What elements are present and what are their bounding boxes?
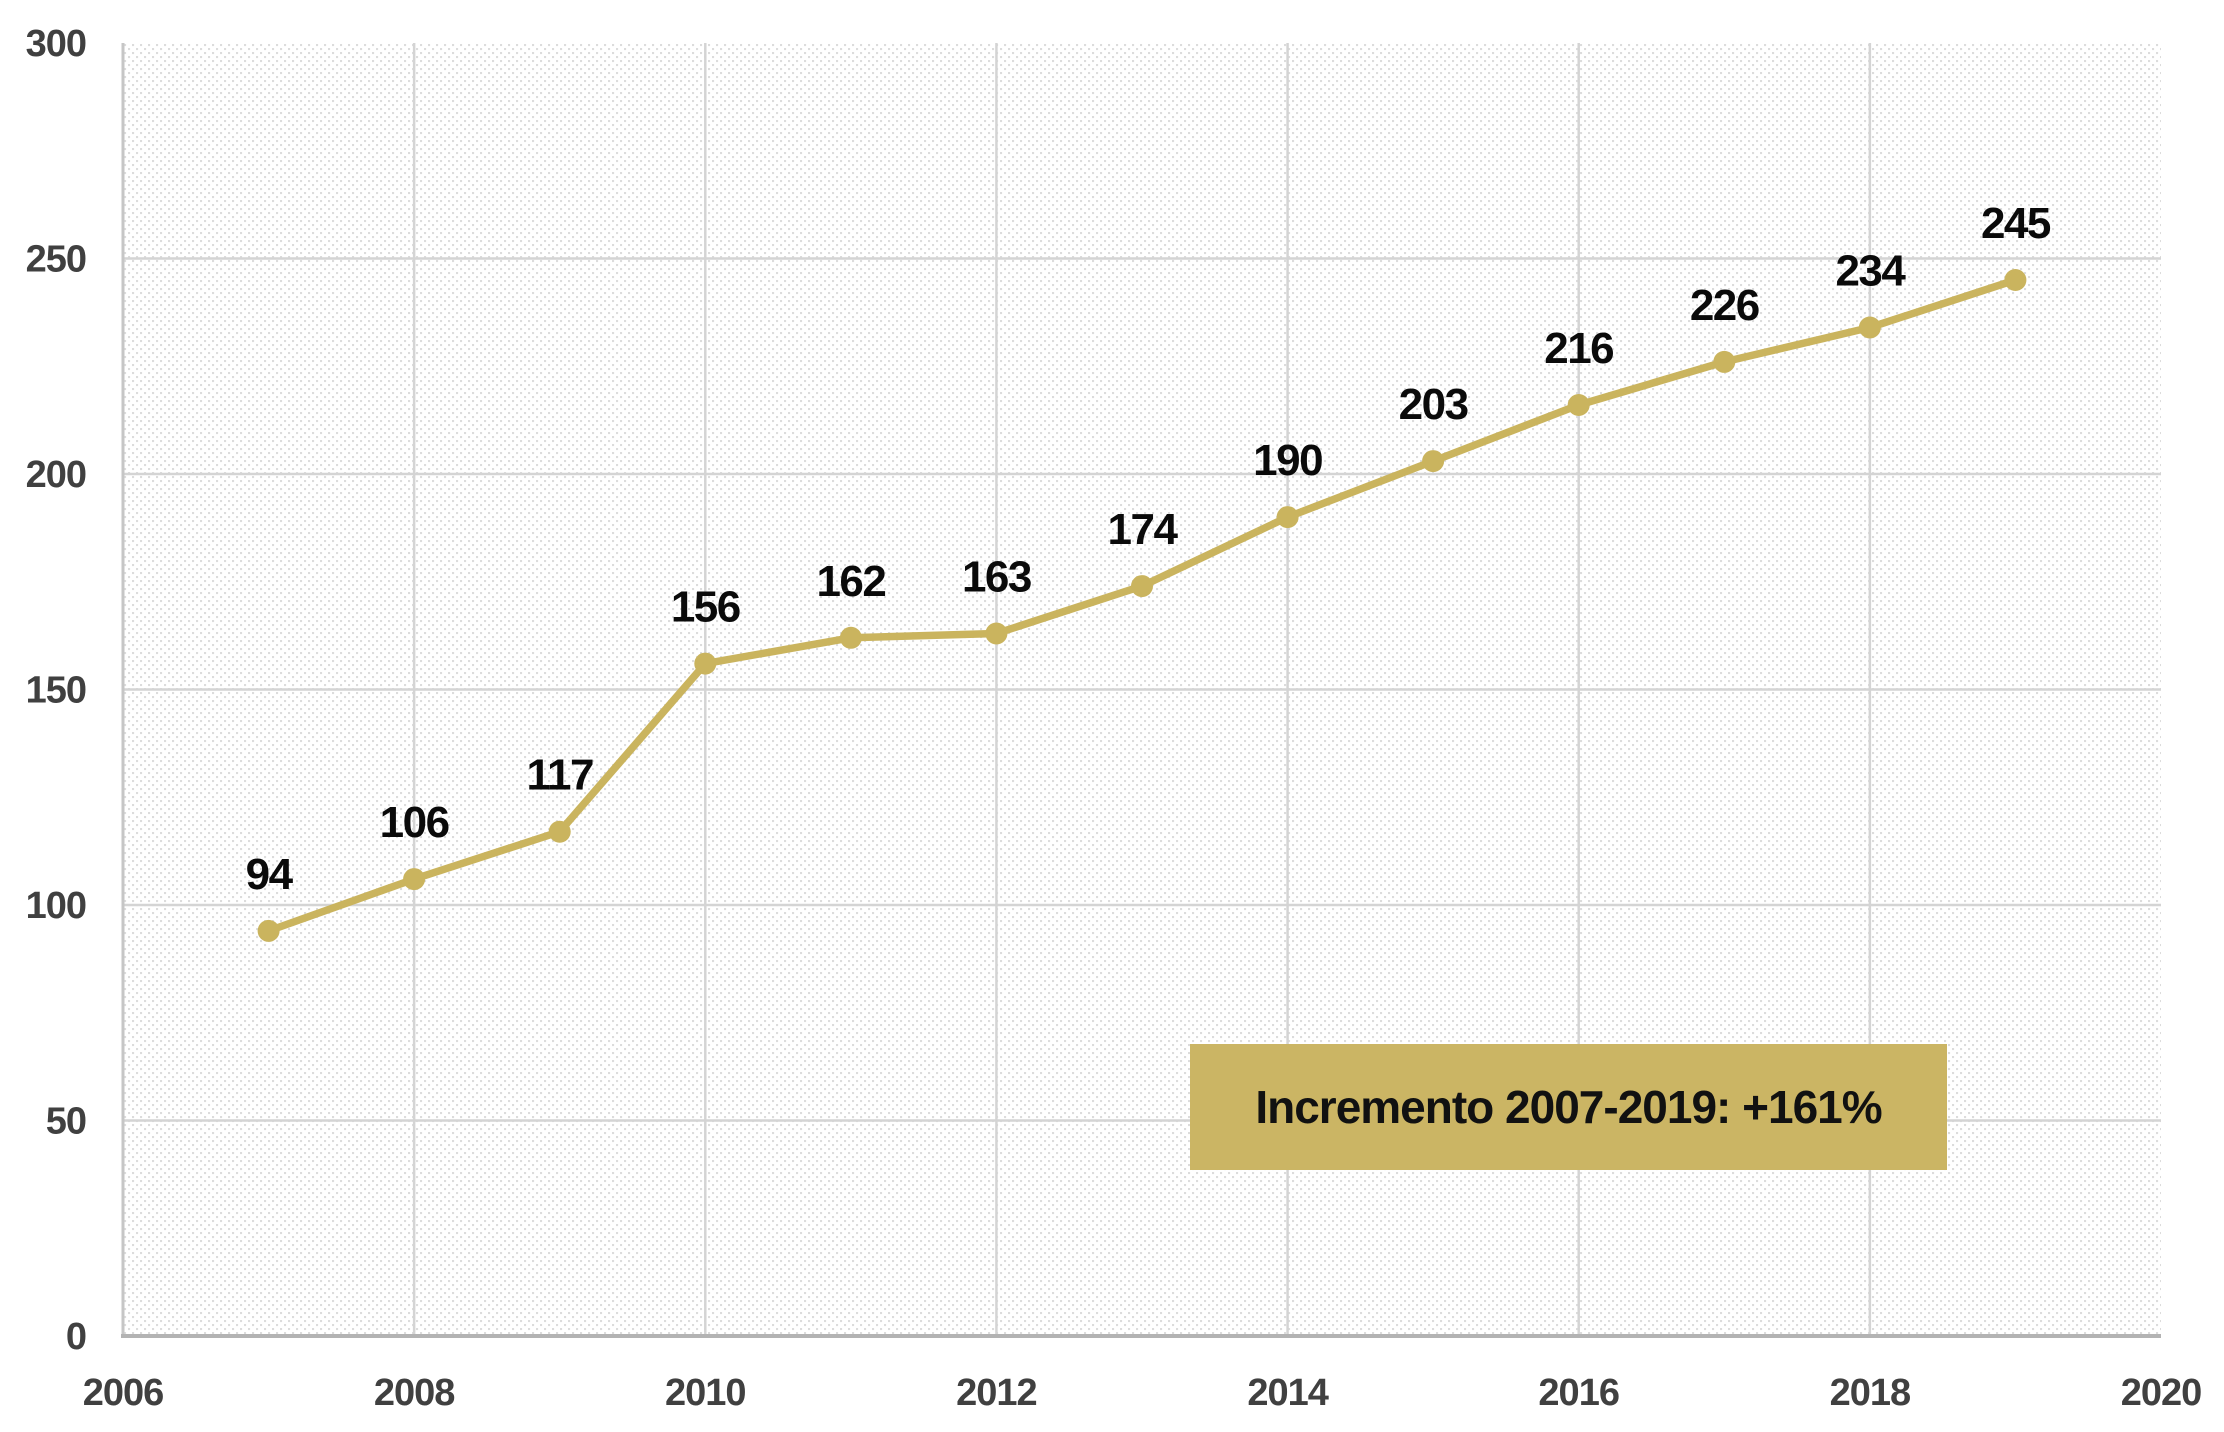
x-tick-label: 2006 bbox=[83, 1372, 164, 1414]
data-point-marker bbox=[1713, 350, 1736, 373]
data-point-label: 162 bbox=[816, 557, 885, 606]
data-point-marker bbox=[1858, 316, 1881, 339]
x-tick-label: 2020 bbox=[2121, 1372, 2202, 1414]
x-tick-label: 2016 bbox=[1538, 1372, 1619, 1414]
data-point-label: 226 bbox=[1690, 281, 1759, 330]
y-tick-label: 300 bbox=[26, 23, 86, 65]
data-point-label: 234 bbox=[1835, 247, 1906, 296]
data-point-label: 174 bbox=[1108, 505, 1179, 554]
data-point-marker bbox=[839, 626, 862, 649]
data-point-marker bbox=[548, 820, 571, 843]
data-point-label: 203 bbox=[1399, 380, 1468, 429]
data-point-marker bbox=[1567, 394, 1590, 416]
x-tick-label: 2012 bbox=[956, 1372, 1037, 1414]
x-tick-label: 2014 bbox=[1247, 1372, 1328, 1414]
data-point-marker bbox=[257, 919, 280, 942]
y-tick-label: 200 bbox=[26, 454, 86, 496]
data-point-label: 245 bbox=[1981, 199, 2051, 248]
data-point-label: 117 bbox=[526, 751, 593, 800]
data-point-marker bbox=[2004, 269, 2027, 291]
data-point-label: 163 bbox=[962, 553, 1031, 602]
data-point-marker bbox=[1276, 506, 1299, 529]
data-point-marker bbox=[403, 868, 426, 891]
annotation-text: Incremento 2007-2019: +161% bbox=[1255, 1081, 1882, 1133]
data-point-label: 156 bbox=[671, 583, 740, 632]
data-point-marker bbox=[1131, 575, 1153, 598]
y-tick-label: 150 bbox=[26, 670, 86, 712]
data-point-label: 106 bbox=[380, 798, 449, 847]
data-point-marker bbox=[694, 652, 717, 675]
x-tick-label: 2018 bbox=[1830, 1372, 1911, 1414]
data-point-label: 216 bbox=[1544, 324, 1613, 373]
data-point-marker bbox=[1422, 450, 1445, 473]
data-point-label: 190 bbox=[1253, 436, 1322, 485]
y-tick-label: 0 bbox=[66, 1316, 86, 1358]
y-tick-label: 100 bbox=[26, 885, 86, 927]
annotation-box: Incremento 2007-2019: +161% bbox=[1190, 1044, 1947, 1170]
y-tick-label: 250 bbox=[26, 239, 86, 281]
data-point-marker bbox=[985, 622, 1008, 645]
y-tick-label: 50 bbox=[46, 1101, 86, 1143]
x-tick-label: 2010 bbox=[665, 1372, 746, 1414]
data-point-label: 94 bbox=[246, 850, 294, 899]
x-tick-label: 2008 bbox=[374, 1372, 455, 1414]
